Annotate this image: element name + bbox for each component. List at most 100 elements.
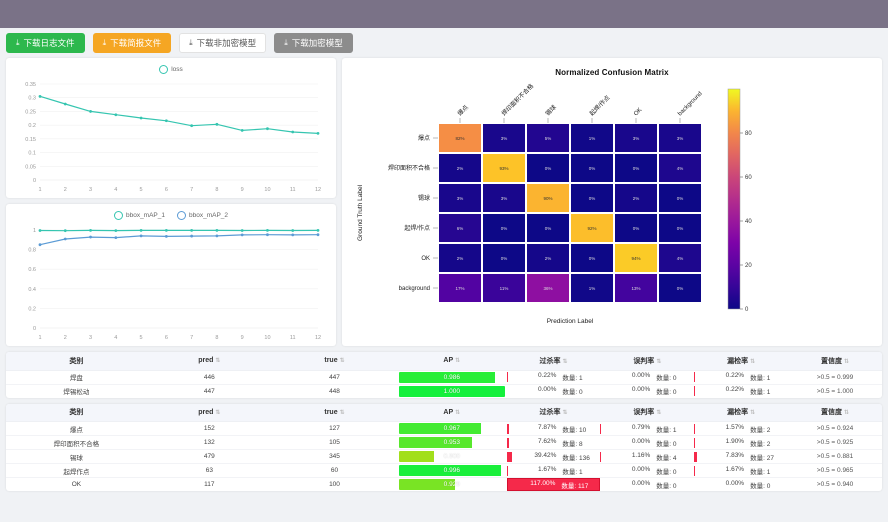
- cell-misjudge-rate: 0.00% 数量: 0: [600, 384, 694, 398]
- rate-percent: 0.00%: [631, 465, 651, 473]
- table-row[interactable]: 起焊作点 63 60 0.996 1.67% 数量: 1 0.00% 数量: 0 1.67% 数量…: [6, 463, 882, 478]
- column-header-miss[interactable]: 漏检率 ⇅: [694, 352, 789, 371]
- cell-ap: 0.929: [397, 478, 507, 492]
- sort-icon[interactable]: ⇅: [215, 358, 221, 365]
- cell-miss-rate: 7.83% 数量: 27: [694, 449, 789, 464]
- charts-panels: loss 0 0.05 0.1 0.15 0.2 0.25 0.3 0.35 1 2 3 4 5 6 7 8 9…: [0, 58, 888, 346]
- sort-icon[interactable]: ⇅: [656, 358, 662, 365]
- download-button-label: 下载非加密模型: [196, 37, 257, 48]
- svg-text:0.35: 0.35: [25, 82, 36, 88]
- svg-text:2%: 2%: [545, 256, 552, 261]
- download-button-2[interactable]: ⤓ 下载简报文件: [92, 33, 172, 53]
- table-row[interactable]: 爆点 152 127 0.967 7.87% 数量: 10 0.79% 数量: 1 1.57% 数…: [6, 421, 882, 436]
- cell-misjudge-rate: 1.16% 数量: 4: [600, 449, 695, 464]
- table-row[interactable]: OK 117 100 0.929 117.00% 数量: 117 0.00% 数量: 0 0.0…: [6, 478, 882, 492]
- table-row[interactable]: 锡球 479 345 0.900 39.42% 数量: 136 1.16% 数量: 4 7.83…: [6, 449, 882, 464]
- download-button-3[interactable]: ⤓ 下载非加密模型: [179, 33, 267, 53]
- column-header-conf[interactable]: 置信度 ⇅: [788, 403, 882, 422]
- column-header-over[interactable]: 过杀率 ⇅: [506, 352, 601, 371]
- column-header-true[interactable]: true ⇅: [271, 403, 398, 422]
- legend-label: bbox_mAP_2: [189, 211, 229, 219]
- rate-percent: 1.67%: [537, 465, 557, 473]
- column-header-conf[interactable]: 置信度 ⇅: [788, 352, 882, 371]
- svg-text:0.8: 0.8: [28, 248, 36, 254]
- download-icon: ⤓: [102, 38, 107, 47]
- sort-icon[interactable]: ⇅: [455, 409, 461, 416]
- rate-count: 数量: 136: [562, 454, 590, 462]
- column-header-mis[interactable]: 误判率 ⇅: [600, 403, 695, 422]
- sort-icon[interactable]: ⇅: [844, 410, 850, 417]
- sort-icon[interactable]: ⇅: [339, 409, 345, 416]
- svg-text:OK: OK: [633, 107, 643, 117]
- svg-text:1%: 1%: [589, 136, 596, 141]
- column-header-true[interactable]: true ⇅: [271, 352, 398, 371]
- rate-count: 数量: 10: [562, 426, 587, 434]
- column-header-label: 过杀率: [539, 357, 561, 365]
- svg-text:Prediction Label: Prediction Label: [547, 318, 594, 325]
- column-header-pred[interactable]: pred ⇅: [146, 403, 272, 422]
- legend-label: loss: [171, 65, 183, 73]
- column-header-label: 漏检率: [727, 409, 749, 417]
- svg-text:2%: 2%: [633, 196, 640, 201]
- svg-text:3%: 3%: [633, 136, 640, 141]
- column-header-ap[interactable]: AP ⇅: [397, 352, 507, 371]
- column-header-over[interactable]: 过杀率 ⇅: [506, 403, 601, 422]
- cell-miss-rate: 0.00% 数量: 0: [694, 478, 788, 492]
- legend-item-bbox_mAP_1[interactable]: bbox_mAP_1: [113, 210, 165, 220]
- cell-pred: 117: [204, 481, 215, 488]
- svg-text:焊印面积不合格: 焊印面积不合格: [500, 82, 535, 117]
- sort-icon[interactable]: ⇅: [750, 358, 756, 365]
- sort-icon[interactable]: ⇅: [215, 409, 221, 416]
- sort-icon[interactable]: ⇅: [844, 358, 850, 365]
- column-header-ap[interactable]: AP ⇅: [397, 403, 507, 422]
- sort-icon[interactable]: ⇅: [750, 410, 756, 417]
- svg-text:1: 1: [33, 228, 36, 234]
- rate-count: 数量: 0: [562, 389, 583, 396]
- cell-confidence: >0.5 = 0.999: [788, 370, 882, 385]
- legend-label: bbox_mAP_1: [125, 211, 165, 219]
- cell-misjudge-rate: 0.00% 数量: 0: [600, 370, 695, 385]
- cell-overkill-rate: 1.67% 数量: 1: [506, 463, 601, 478]
- rate-count: 数量: 0: [656, 468, 677, 476]
- download-button-1[interactable]: ⤓ 下载日志文件: [6, 33, 85, 53]
- rate-count: 数量: 0: [750, 482, 771, 490]
- rate-count: 数量: 2: [750, 426, 771, 434]
- legend-marker-icon: [159, 64, 169, 74]
- rate-percent: 1.57%: [725, 423, 745, 431]
- cell-overkill-rate: 39.42% 数量: 136: [506, 449, 601, 464]
- cell-miss-rate: 1.67% 数量: 1: [694, 463, 789, 478]
- table-row[interactable]: 焊盘 446 447 0.986 0.22% 数量: 1 0.00% 数量: 0 0.22% 数量…: [6, 370, 882, 385]
- sort-icon[interactable]: ⇅: [656, 410, 662, 417]
- table-row[interactable]: 焊锡松动 447 448 1.000 0.00% 数量: 0 0.00% 数量: 0 0.22%…: [6, 384, 882, 398]
- svg-text:4: 4: [114, 187, 117, 193]
- sort-icon[interactable]: ⇅: [562, 410, 568, 417]
- legend-item-loss[interactable]: loss: [159, 64, 183, 74]
- svg-text:爆点: 爆点: [418, 134, 430, 142]
- svg-text:0: 0: [745, 307, 749, 313]
- column-header-label: true: [324, 408, 338, 416]
- column-header-label: pred: [198, 408, 214, 416]
- left-charts-column: loss 0 0.05 0.1 0.15 0.2 0.25 0.3 0.35 1 2 3 4 5 6 7 8 9…: [6, 58, 336, 346]
- cell-true: 105: [271, 435, 398, 450]
- sort-icon[interactable]: ⇅: [455, 358, 461, 365]
- confusion-matrix-plot: 82% 3% 5% 1% 3% 3% 2% 93% 0% 0% 0% 4% 3% 3% 90% 0% 2% 0% 6…: [346, 77, 878, 333]
- download-button-4[interactable]: ⤓ 下载加密模型: [274, 33, 353, 53]
- legend-item-bbox_mAP_2[interactable]: bbox_mAP_2: [177, 210, 229, 220]
- column-header-pred[interactable]: pred ⇅: [146, 352, 272, 371]
- svg-text:60: 60: [745, 175, 752, 181]
- column-header-miss[interactable]: 漏检率 ⇅: [694, 403, 789, 422]
- download-button-label: 下载简报文件: [110, 37, 162, 48]
- sort-icon[interactable]: ⇅: [562, 358, 568, 365]
- cell-confidence: >0.5 = 0.940: [816, 481, 854, 488]
- cell-ap-value: 0.900: [443, 453, 460, 460]
- table-row[interactable]: 焊印面积不合格 132 105 0.953 7.62% 数量: 8 0.00% 数量: 0 1.…: [6, 435, 882, 450]
- rate-count: 数量: 4: [656, 454, 677, 462]
- sort-icon[interactable]: ⇅: [339, 358, 345, 365]
- column-header-mis[interactable]: 误判率 ⇅: [600, 352, 695, 371]
- right-charts-column: Normalized Confusion Matrix 82% 3% 5% 1% 3% 3…: [342, 58, 882, 346]
- svg-text:0%: 0%: [633, 226, 640, 231]
- svg-text:10: 10: [264, 335, 270, 341]
- cell-overkill-rate: 0.00% 数量: 0: [507, 384, 601, 398]
- cell-pred: 479: [146, 449, 272, 464]
- cell-ap: 1.000: [397, 384, 507, 398]
